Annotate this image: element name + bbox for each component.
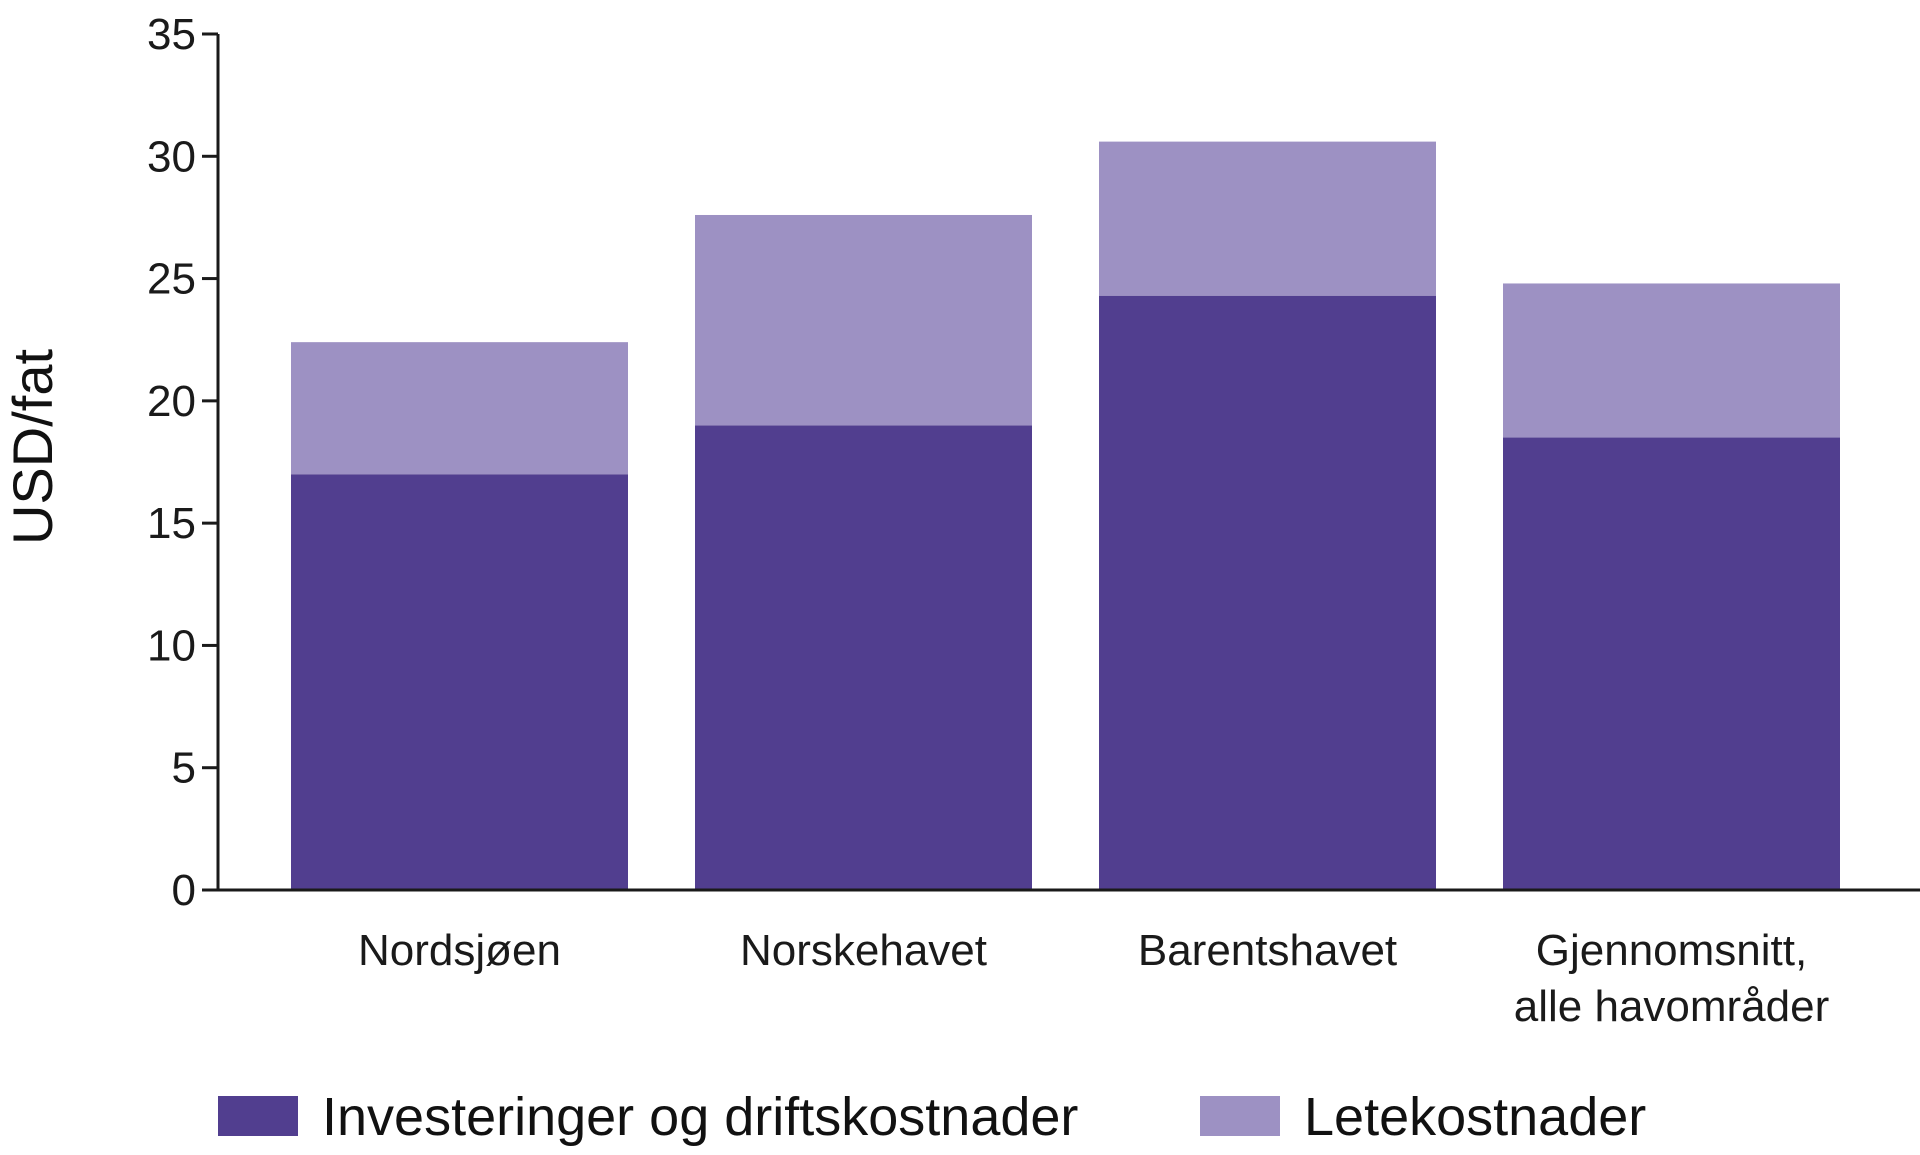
x-tick-label-line: Norskehavet (740, 926, 987, 975)
plot-area: Nordsjøen Norskehavet Barentshavet Gjennoms… (147, 10, 1920, 1031)
y-tick-label-25: 25 (147, 255, 196, 304)
x-tick-label-0: Nordsjøen (358, 926, 561, 975)
y-tick-label-5: 5 (172, 744, 196, 793)
bar-letekostnad-0 (291, 342, 628, 475)
x-tick-label-3: Gjennomsnitt, alle havområder (1514, 926, 1830, 1031)
y-tick-label-35: 35 (147, 10, 196, 59)
bar-investering-2 (1099, 295, 1436, 891)
x-tick-label-line: alle havområder (1514, 982, 1830, 1031)
y-tick-label-10: 10 (147, 621, 196, 670)
x-tick-label-1: Norskehavet (740, 926, 987, 975)
x-tick-label-line: Barentshavet (1138, 926, 1397, 975)
y-tick-label-0: 0 (172, 866, 196, 915)
legend-label-1: Letekostnader (1304, 1087, 1646, 1147)
x-tick-label-line: Gjennomsnitt, (1536, 926, 1807, 975)
x-tick-label-2: Barentshavet (1138, 926, 1397, 975)
legend: Investeringer og driftskostnader Letekost… (218, 1087, 1646, 1147)
bar-investering-1 (695, 425, 1032, 890)
legend-swatch-1 (1200, 1096, 1280, 1136)
y-tick-label-30: 30 (147, 132, 196, 181)
bar-letekostnad-3 (1503, 283, 1840, 438)
y-axis-label: USD/fat (1, 349, 64, 545)
y-tick-label-15: 15 (147, 499, 196, 548)
x-tick-label-line: Nordsjøen (358, 926, 561, 975)
bar-investering-0 (291, 474, 628, 890)
bar-investering-3 (1503, 437, 1840, 890)
bar-letekostnad-2 (1099, 141, 1436, 296)
y-tick-label-20: 20 (147, 377, 196, 426)
bar-letekostnad-1 (695, 214, 1032, 426)
legend-swatch-0 (218, 1096, 298, 1136)
legend-label-0: Investeringer og driftskostnader (322, 1087, 1078, 1147)
